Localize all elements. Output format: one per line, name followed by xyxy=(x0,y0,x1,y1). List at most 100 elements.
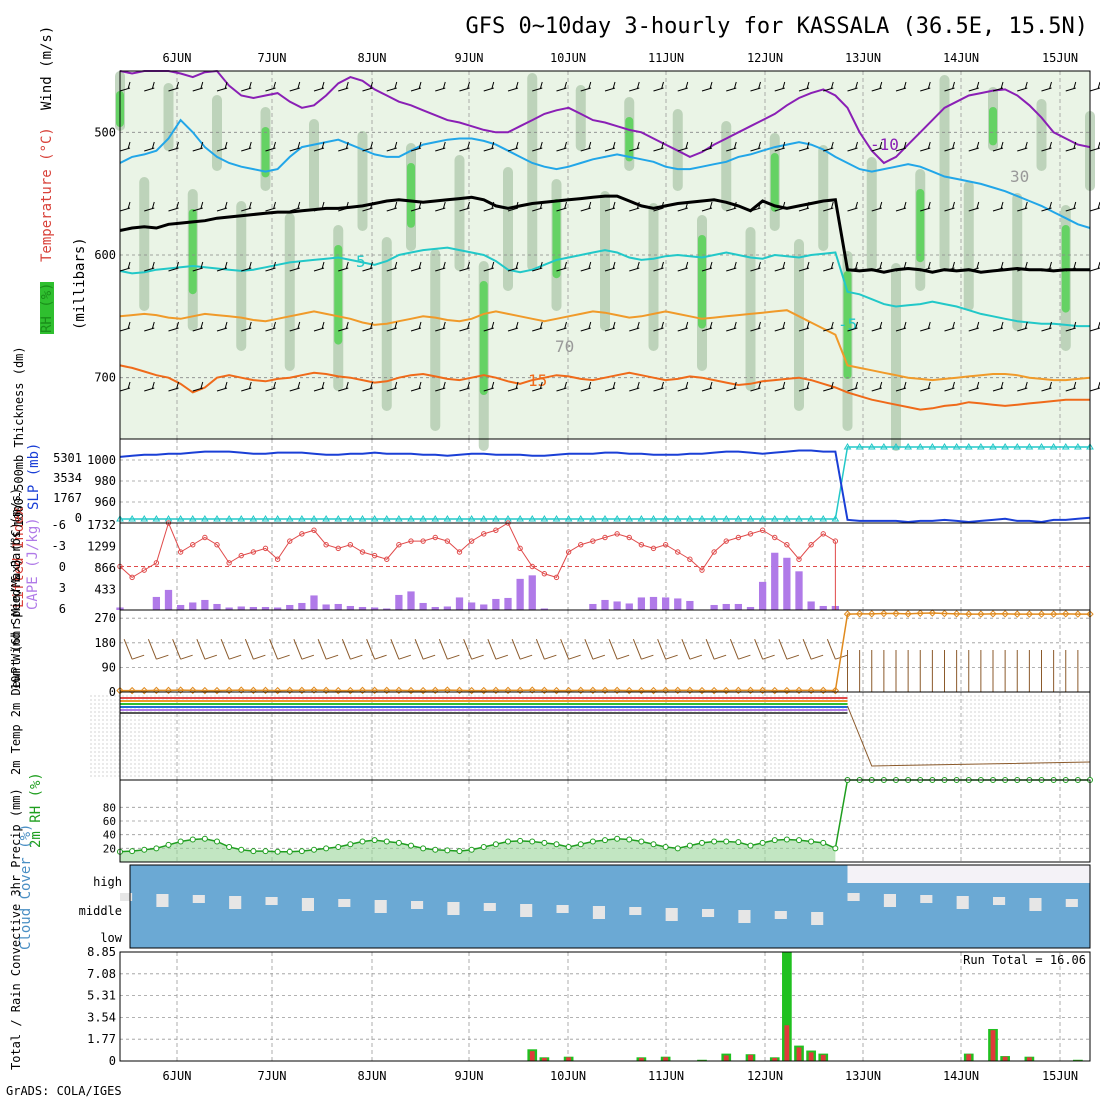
rh-blob xyxy=(794,239,804,411)
ylabel-slp: SLP (mb) xyxy=(26,443,42,510)
lifted-index-marker xyxy=(650,545,657,552)
wind-barb xyxy=(410,81,422,92)
cloud-gap xyxy=(920,895,933,903)
wind-barb xyxy=(1017,381,1028,392)
wind10-marker xyxy=(176,686,185,694)
x-tick-label-top: 15JUN xyxy=(1042,51,1078,65)
wind10-marker xyxy=(201,686,209,695)
wind-barb xyxy=(192,81,204,92)
thickness-tick-label: 1767 xyxy=(53,491,82,505)
wind10-marker xyxy=(965,610,973,618)
thickness-marker xyxy=(831,515,840,522)
lifted-index-marker xyxy=(190,542,196,548)
cloud-gap xyxy=(483,903,496,911)
wind-barb xyxy=(241,141,252,152)
wind10-marker xyxy=(528,686,536,694)
wind-barb xyxy=(701,381,713,392)
thickness-marker xyxy=(1013,443,1022,450)
lifted-index-marker xyxy=(808,542,814,548)
cape-bar xyxy=(540,608,549,610)
wind-barb xyxy=(289,261,301,272)
wind10-marker xyxy=(577,686,585,695)
ylabel-wind: Wind (m/s) xyxy=(39,26,55,110)
rh2m-marker xyxy=(783,836,790,843)
thickness-marker xyxy=(588,515,597,522)
wind10-marker xyxy=(940,609,949,618)
cloud-gap xyxy=(411,901,424,909)
wind10-barb xyxy=(584,639,606,660)
lifted-index-marker xyxy=(347,542,354,548)
x-tick-label-bottom: 13JUN xyxy=(845,1069,881,1083)
wind-barb xyxy=(483,141,495,152)
lifted-index-marker xyxy=(323,542,329,548)
lifted-index-marker xyxy=(262,545,269,552)
wind-barb xyxy=(192,261,204,272)
li-tick-label: -3 xyxy=(52,539,66,553)
rh2m-marker xyxy=(541,839,548,846)
wind-barb xyxy=(241,261,252,272)
wind-barb xyxy=(944,381,955,392)
isotherm-1 xyxy=(119,118,1091,229)
wind-barb xyxy=(920,81,931,92)
rh-high-blob xyxy=(989,107,997,146)
wind-barb xyxy=(1089,261,1100,272)
wind10-marker xyxy=(346,686,355,695)
wind10-marker xyxy=(298,686,306,695)
rh2m-marker xyxy=(565,843,572,850)
wind-barb xyxy=(798,81,810,92)
pressure-tick-label: 700 xyxy=(94,371,116,385)
rh2m-tick-label: 40 xyxy=(103,829,116,842)
rh2m-marker xyxy=(383,838,390,845)
lifted-index-marker xyxy=(590,538,596,544)
wind-barb xyxy=(192,321,204,332)
thickness-marker xyxy=(419,515,428,522)
wind-barb xyxy=(507,321,519,332)
rh-blob xyxy=(527,73,538,271)
thickness-marker xyxy=(976,443,985,450)
precip-conv-bar xyxy=(638,1057,644,1061)
wind-barb xyxy=(992,201,1004,212)
cloud-gap xyxy=(338,899,351,907)
wind-barb xyxy=(119,201,131,212)
lifted-index-marker xyxy=(626,534,632,541)
wind10-marker xyxy=(395,686,403,695)
wind10-marker xyxy=(467,686,476,695)
precip-tick-label: 0 xyxy=(109,1054,116,1068)
cape-bar xyxy=(734,603,743,610)
rh-blob xyxy=(139,177,150,311)
wind-barb xyxy=(216,321,228,332)
cape-bar xyxy=(649,596,658,610)
lifted-index-marker xyxy=(359,549,366,555)
wind-barb xyxy=(629,261,640,272)
lifted-index-marker xyxy=(396,542,402,548)
wind-barb xyxy=(386,381,398,392)
wind10-marker xyxy=(564,686,573,695)
precip-conv-bar xyxy=(1026,1057,1032,1061)
rh2m-marker xyxy=(177,838,184,845)
lifted-index-marker xyxy=(481,531,487,537)
thickness-marker xyxy=(722,515,731,522)
wind-barb xyxy=(265,81,276,92)
wind-barb xyxy=(629,141,640,152)
wind-barb xyxy=(774,81,786,92)
x-tick-label-bottom: 10JUN xyxy=(550,1069,586,1083)
rh2m-marker xyxy=(505,838,511,845)
wind-barb xyxy=(944,321,955,332)
wind10-barb xyxy=(196,639,218,660)
cloud-gap xyxy=(774,911,787,919)
cloud-gap xyxy=(447,902,460,915)
wind-barb xyxy=(580,381,592,392)
x-tick-label-top: 10JUN xyxy=(550,51,586,65)
wind-barb xyxy=(653,141,664,152)
lifted-index-marker xyxy=(553,574,560,581)
wind-barb xyxy=(168,261,179,272)
precip-conv-bar xyxy=(772,1057,778,1061)
lifted-index-marker xyxy=(287,538,293,544)
wind-barb xyxy=(410,261,422,272)
thickness-marker xyxy=(467,515,476,522)
thickness-marker xyxy=(297,515,306,522)
lifted-index-marker xyxy=(747,531,754,537)
wind-barb xyxy=(483,321,495,332)
wind10-marker xyxy=(286,686,294,695)
rh-high-blob xyxy=(916,189,925,263)
